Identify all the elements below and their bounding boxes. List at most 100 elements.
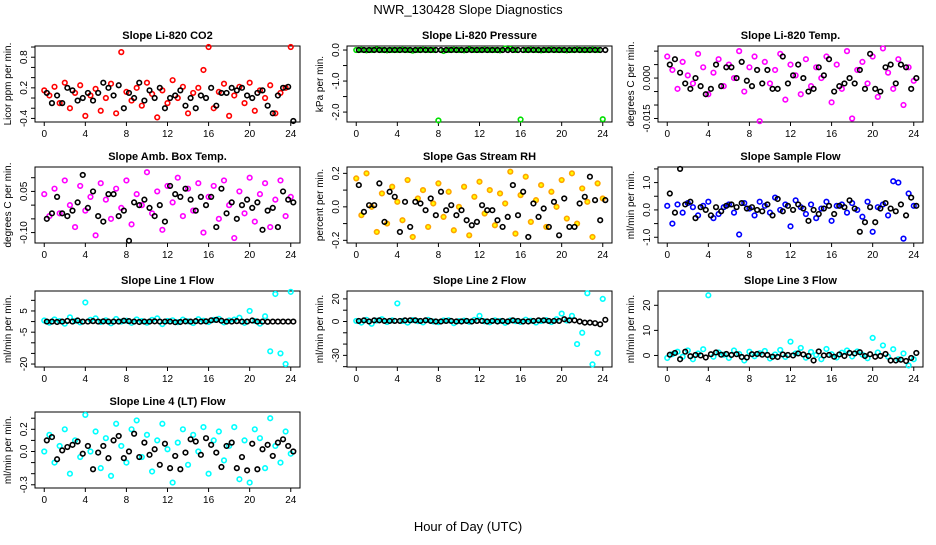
reference-point	[95, 213, 102, 220]
data-point	[102, 435, 109, 442]
data-point	[730, 74, 738, 82]
data-point	[394, 300, 401, 307]
x-axis-label: Hour of Day (UTC)	[414, 519, 522, 534]
data-point	[460, 183, 468, 190]
data-point	[689, 80, 697, 87]
data-point	[128, 221, 135, 228]
panel-5: Slope Gas Stream RH 0 4 8 12 16 20 24 -0.2 0.0 0.2…	[315, 151, 613, 261]
reference-point	[902, 357, 910, 365]
data-point	[884, 69, 892, 76]
reference-point	[172, 92, 179, 99]
reference-point	[769, 212, 776, 219]
data-point	[782, 96, 789, 103]
x-tick-label: 12	[162, 374, 174, 385]
reference-point	[177, 466, 184, 473]
reference-point	[872, 85, 879, 92]
reference-point	[64, 84, 71, 91]
data-point	[61, 79, 68, 86]
data-point	[82, 112, 89, 119]
data-point	[548, 188, 555, 195]
data-point	[251, 218, 258, 225]
reference-point	[913, 74, 920, 82]
reference-point	[591, 197, 599, 204]
reference-point	[846, 349, 853, 357]
y-tick-label: 0.000	[642, 65, 653, 90]
data-point	[905, 190, 912, 197]
reference-point	[728, 351, 735, 359]
data-point	[200, 423, 207, 431]
reference-point	[718, 83, 725, 90]
data-point	[272, 290, 279, 298]
reference-point	[141, 196, 148, 203]
data-point	[236, 188, 243, 195]
data-point	[594, 350, 601, 357]
x-tick-label: 8	[436, 374, 442, 385]
y-tick-label: -0.10	[19, 221, 30, 244]
reference-point	[478, 202, 486, 209]
data-point	[558, 176, 565, 184]
reference-point	[238, 202, 246, 209]
reference-point	[810, 85, 817, 92]
reference-point	[69, 441, 76, 448]
data-point	[787, 223, 794, 230]
reference-point	[671, 209, 679, 216]
data-point	[179, 213, 187, 220]
data-point	[476, 178, 483, 185]
data-point	[231, 92, 238, 99]
x-tick-label: 0	[41, 374, 47, 385]
data-point	[813, 64, 820, 71]
series-points	[41, 288, 294, 368]
reference-point	[238, 453, 246, 461]
figure-title: NWR_130428 Slope Diagnostics	[373, 2, 563, 17]
reference-point	[89, 466, 97, 473]
x-tick-label: 16	[203, 129, 215, 140]
reference-point	[692, 215, 699, 222]
data-point	[246, 479, 253, 486]
data-point	[558, 310, 565, 317]
reference-point	[897, 61, 905, 68]
data-point	[828, 99, 835, 106]
reference-point	[69, 207, 76, 214]
x-tick-label: 4	[83, 129, 89, 140]
x-tick-label: 0	[41, 129, 47, 140]
reference-point	[836, 202, 843, 209]
reference-point	[820, 72, 827, 79]
x-tick-label: 16	[826, 250, 838, 261]
y-axis-label: degrees C per min.	[626, 41, 637, 126]
data-point	[272, 196, 279, 203]
reference-point	[687, 353, 694, 360]
data-point	[787, 61, 794, 68]
reference-point	[208, 193, 215, 201]
reference-point	[244, 92, 251, 99]
reference-point	[831, 210, 838, 218]
data-point	[154, 114, 161, 121]
reference-point	[274, 439, 282, 446]
panel-6: Slope Sample Flow 0 4 8 12 16 20 24 -1.0 0.0 1.0 ml…	[626, 151, 924, 261]
reference-point	[712, 61, 720, 68]
data-point	[220, 80, 228, 87]
x-tick-label: 24	[285, 129, 297, 140]
data-point	[471, 193, 478, 200]
reference-point	[913, 349, 920, 357]
data-point	[736, 231, 743, 238]
data-point	[164, 182, 171, 190]
reference-point	[187, 196, 194, 203]
x-tick-label: 20	[244, 250, 256, 261]
data-point	[843, 48, 851, 55]
reference-point	[586, 173, 594, 180]
data-point	[231, 234, 238, 242]
data-point	[900, 101, 907, 109]
data-point	[777, 346, 784, 354]
data-point	[599, 116, 606, 123]
reference-point	[712, 204, 720, 211]
data-point	[205, 193, 212, 201]
y-tick-label: 0.0	[642, 203, 653, 217]
reference-point	[856, 66, 863, 74]
reference-point	[666, 351, 673, 358]
data-point	[568, 170, 576, 177]
reference-point	[861, 85, 869, 92]
data-point	[705, 198, 712, 205]
data-point	[496, 190, 504, 197]
data-point	[261, 180, 269, 187]
